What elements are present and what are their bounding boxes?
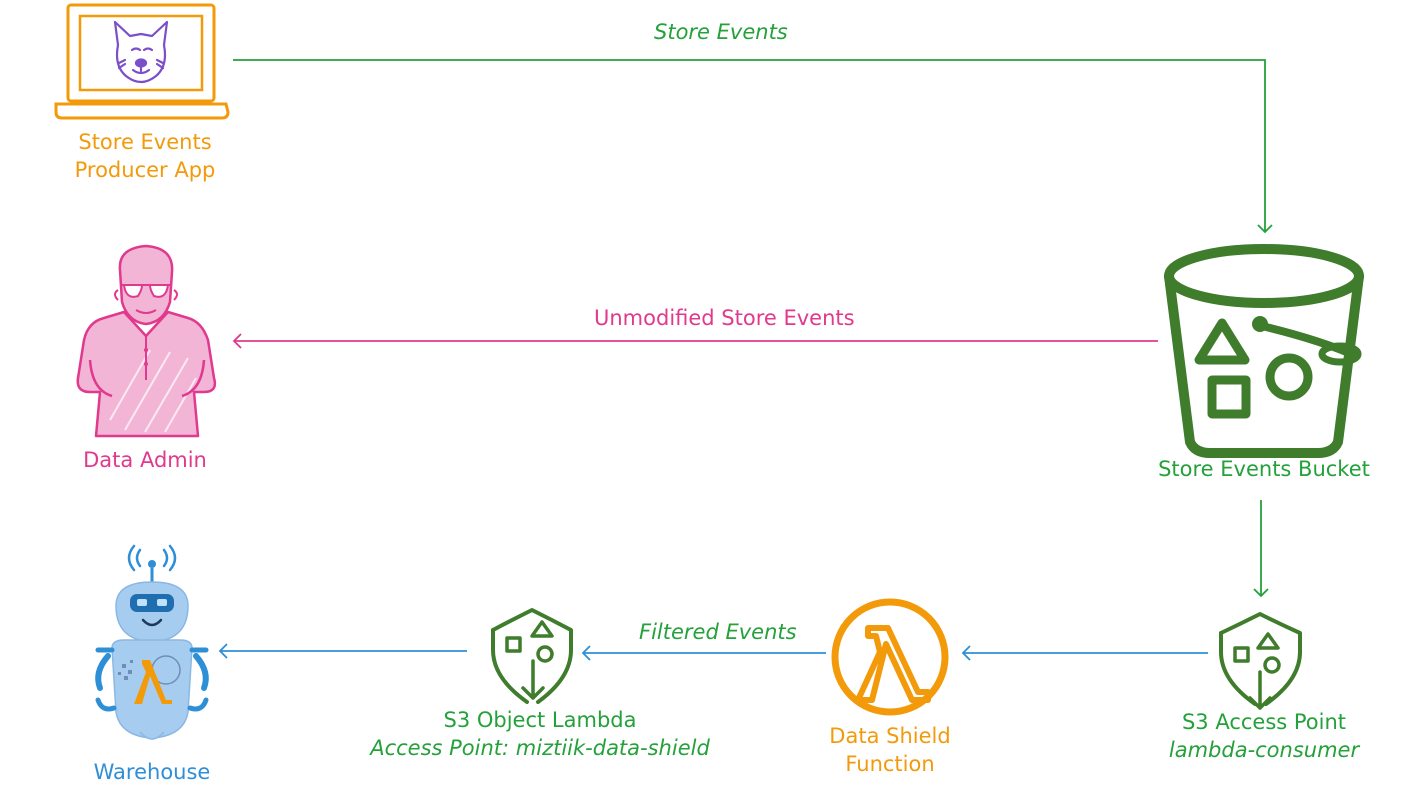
dog-mascot-icon xyxy=(113,20,169,84)
lambda-function-icon xyxy=(831,598,949,716)
s3-object-lambda-label-line2: Access Point: miztiik-data-shield xyxy=(370,736,710,760)
s3-access-point-label: S3 Access Point lambda-consumer xyxy=(1139,708,1389,764)
producer-app-label-line1: Store Events xyxy=(78,130,212,154)
warehouse-label: Warehouse xyxy=(93,760,211,784)
store-events-bucket-label: Store Events Bucket xyxy=(1158,457,1370,481)
edge-label-filtered-events: Filtered Events xyxy=(639,620,797,644)
laptop-icon xyxy=(54,3,230,120)
warehouse-robot-icon xyxy=(95,544,209,740)
data-admin-label: Data Admin xyxy=(83,448,207,472)
edge-label-store-events: Store Events xyxy=(654,20,788,44)
edge-label-unmodified-store-events: Unmodified Store Events xyxy=(594,306,855,330)
s3-access-point-label-line1: S3 Access Point xyxy=(1181,710,1347,734)
edge-store-events xyxy=(233,59,1273,234)
data-shield-function-label-line1: Data Shield xyxy=(829,724,951,748)
s3-access-point-label-line2: lambda-consumer xyxy=(1168,738,1360,762)
s3-object-lambda-label-line1: S3 Object Lambda xyxy=(443,708,637,732)
s3-access-point-icon xyxy=(1219,612,1302,710)
producer-app-label: Store Events Producer App xyxy=(45,128,245,184)
data-admin-person-icon xyxy=(76,244,217,438)
s3-object-lambda-access-point-icon xyxy=(491,608,573,704)
s3-bucket-icon xyxy=(1164,244,1364,458)
data-shield-function-label-line2: Function xyxy=(845,752,935,776)
data-shield-function-label: Data Shield Function xyxy=(790,722,990,778)
s3-object-lambda-label: S3 Object Lambda Access Point: miztiik-d… xyxy=(340,706,740,762)
producer-app-label-line2: Producer App xyxy=(74,158,216,182)
